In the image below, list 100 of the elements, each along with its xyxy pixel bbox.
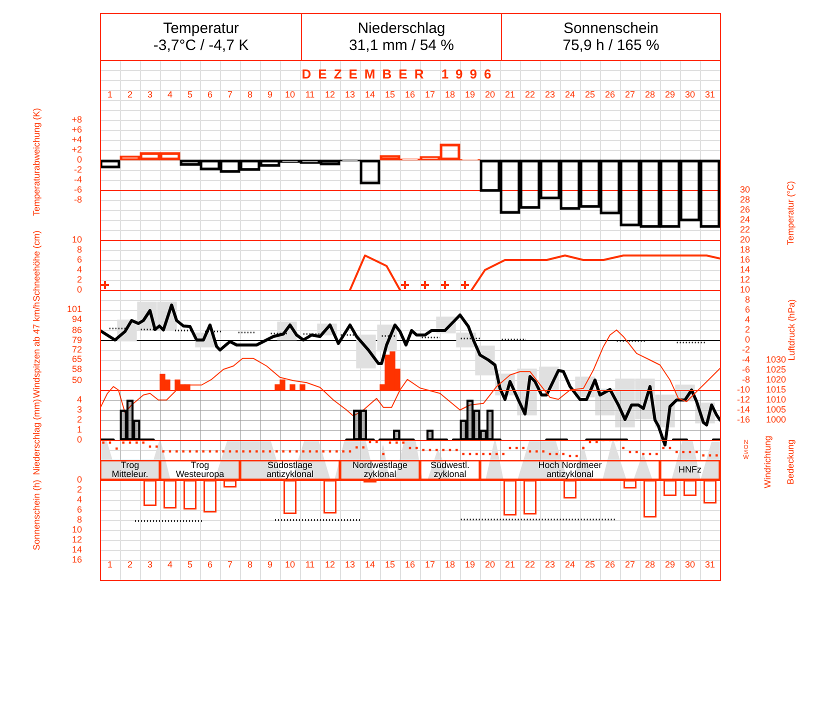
y-tick-label: 3	[76, 404, 82, 414]
series-label: Hoch Nordmeer antizyklonal	[538, 460, 602, 479]
y-tick-label: 0	[76, 284, 82, 294]
x-tick-label: 5	[187, 559, 193, 570]
x-tick-label: 23	[544, 89, 556, 100]
text: -3,7°C / -4,7 K	[153, 37, 249, 54]
y-tick-label: 6	[76, 254, 82, 264]
y-tick-label: 4	[76, 264, 82, 274]
y-tick-label: 2	[76, 414, 82, 424]
y2-tick-label: 0	[744, 334, 750, 344]
y2-tick-label: 10	[740, 284, 750, 294]
y-tick-label: 12	[72, 534, 82, 544]
x-tick-label: 2	[127, 559, 133, 570]
series-label: Südwestl. zyklonal	[430, 460, 470, 479]
y-tick-label: 0	[76, 434, 82, 444]
x-tick-label: 20	[484, 89, 496, 100]
series-label: Trog Mitteleur.	[112, 460, 148, 479]
text: 31,1 mm / 54 %	[348, 37, 454, 54]
x-tick-label: 28	[644, 559, 656, 570]
y3-tick-label: 1025	[766, 364, 786, 374]
x-tick-label: 27	[624, 559, 636, 570]
y-tick-label: 10	[72, 234, 82, 244]
y-tick-label: -4	[74, 174, 82, 184]
x-tick-label: 22	[524, 559, 536, 570]
text: DEZEMBER 1996	[302, 66, 498, 82]
x-tick-label: 11	[305, 89, 315, 100]
x-tick-label: 9	[267, 89, 273, 100]
x-tick-label: 8	[247, 89, 253, 100]
x-tick-label: 26	[604, 559, 616, 570]
text: 75,9 h / 165 %	[562, 37, 660, 54]
y-tick-label: 79	[72, 334, 82, 345]
x-tick-label: 15	[384, 89, 396, 100]
y-tick-label: 4	[76, 494, 82, 504]
x-tick-label: 14	[364, 559, 376, 570]
x-tick-label: 23	[544, 559, 556, 570]
y-tick-label: -2	[74, 164, 82, 174]
x-tick-label: 3	[147, 559, 153, 570]
y-tick-label: 1	[76, 424, 82, 434]
y3-tick-label: 1030	[766, 354, 786, 364]
x-tick-label: 15	[384, 559, 396, 570]
x-tick-label: 9	[267, 559, 273, 570]
y-tick-label: 94	[72, 314, 82, 324]
x-tick-label: 19	[464, 559, 476, 570]
x-tick-label: 25	[584, 559, 596, 570]
x-tick-label: 24	[564, 559, 576, 570]
x-tick-label: 18	[444, 559, 456, 570]
y2-tick-label: 4	[744, 314, 750, 324]
y-tick-label: 4	[76, 394, 82, 404]
y2-tick-label: -10	[736, 384, 750, 394]
x-tick-label: 11	[305, 559, 315, 570]
y2-tick-label: 22	[740, 224, 750, 234]
y-tick-label: 101	[66, 304, 82, 314]
x-tick-label: 19	[464, 89, 476, 100]
y2-tick-label: 8	[744, 294, 750, 304]
y3-tick-label: 1005	[766, 404, 786, 414]
y-tick-label: 0	[76, 474, 82, 484]
series-label: Nordwestlage zyklonal	[352, 460, 408, 479]
y-axis-title: Schneehöhe (cm)	[31, 230, 42, 302]
x-tick-label: 1	[107, 559, 113, 570]
y-tick-label: 10	[72, 524, 82, 534]
x-tick-label: 6	[207, 559, 213, 570]
y2-tick-label: 14	[740, 264, 750, 274]
x-tick-label: 16	[404, 559, 416, 570]
x-tick-label: 1	[107, 89, 113, 100]
x-tick-label: 29	[664, 89, 676, 100]
x-tick-label: 4	[167, 559, 173, 570]
category-label: Niederschlag	[358, 20, 446, 37]
x-tick-label: 31	[704, 89, 716, 100]
y-tick-label: 0	[76, 154, 82, 164]
category-label: Temperatur	[163, 20, 239, 37]
y-tick-label: -6	[74, 184, 82, 194]
x-tick-label: 27	[624, 89, 636, 100]
y-axis-title: Windspitzen ab 47 km/h	[31, 302, 42, 398]
y3-tick-label: 1015	[766, 384, 786, 394]
x-tick-label: 10	[284, 89, 296, 100]
y-axis-title: Temperaturabweichung (K)	[31, 108, 42, 216]
y-tick-label: 2	[76, 484, 82, 494]
y-tick-label: 72	[72, 344, 82, 354]
x-tick-label: 10	[284, 559, 296, 570]
y-tick-label: 58	[72, 364, 82, 374]
y3-tick-label: 1000	[766, 414, 786, 424]
x-tick-label: 17	[424, 89, 436, 100]
x-tick-label: 5	[187, 89, 193, 100]
y-tick-label: +6	[72, 124, 82, 134]
x-tick-label: 30	[684, 89, 696, 100]
x-tick-label: 7	[227, 89, 233, 100]
y2-tick-label: 12	[740, 274, 750, 284]
x-tick-label: 14	[364, 89, 376, 100]
y2-tick-label: -16	[736, 414, 750, 424]
y3-tick-label: 1020	[766, 374, 786, 384]
y-axis-title: Windrichtung	[762, 436, 772, 488]
x-tick-label: 31	[704, 559, 716, 570]
x-tick-label: 12	[324, 559, 336, 570]
x-tick-label: 18	[444, 89, 456, 100]
y2-tick-label: 18	[740, 244, 750, 254]
x-tick-label: 13	[344, 89, 356, 100]
y-tick-label: 8	[76, 244, 82, 254]
x-tick-label: 2	[127, 89, 133, 100]
y2-tick-label: 6	[744, 304, 750, 314]
y-tick-label: +2	[72, 144, 82, 154]
